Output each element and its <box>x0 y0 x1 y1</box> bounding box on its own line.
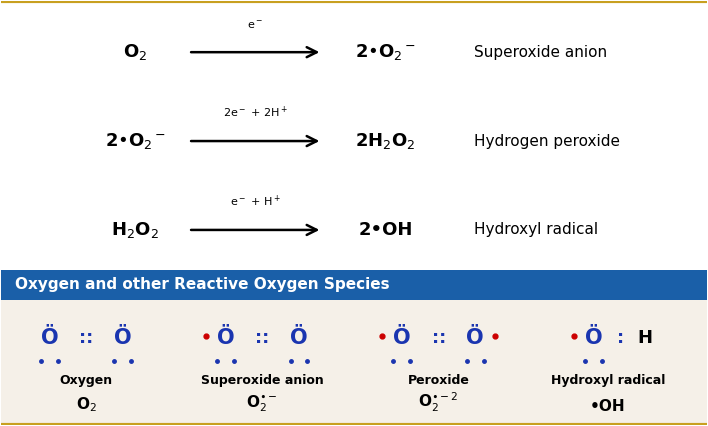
Text: Ö: Ö <box>585 328 603 348</box>
Text: Superoxide anion: Superoxide anion <box>201 374 324 387</box>
Text: ::: :: <box>255 329 270 347</box>
Text: :: : <box>617 329 624 347</box>
Text: 2•O$_2$$^-$: 2•O$_2$$^-$ <box>105 131 166 151</box>
Text: Ö: Ö <box>114 328 132 348</box>
Text: O$_2$: O$_2$ <box>123 42 147 62</box>
Text: Oxygen: Oxygen <box>59 374 113 387</box>
Text: Oxygen and other Reactive Oxygen Species: Oxygen and other Reactive Oxygen Species <box>16 277 390 292</box>
Text: H: H <box>637 329 652 347</box>
Text: Peroxide: Peroxide <box>408 374 469 387</box>
Bar <box>1 270 707 300</box>
Text: e$^-$ + H$^+$: e$^-$ + H$^+$ <box>230 193 280 209</box>
Text: ::: :: <box>431 329 446 347</box>
Text: O$_2$: O$_2$ <box>76 395 96 414</box>
Text: O$_2^{\bullet -2}$: O$_2^{\bullet -2}$ <box>418 391 459 414</box>
Text: 2•OH: 2•OH <box>358 221 413 239</box>
Text: 2e$^-$ + 2H$^+$: 2e$^-$ + 2H$^+$ <box>223 105 287 120</box>
Text: Hydroxyl radical: Hydroxyl radical <box>551 374 665 387</box>
Text: •OH: •OH <box>590 399 626 414</box>
Text: Ö: Ö <box>393 328 411 348</box>
Text: O$_2^{\bullet -}$: O$_2^{\bullet -}$ <box>246 394 278 414</box>
Text: 2•O$_2$$^-$: 2•O$_2$$^-$ <box>355 42 416 62</box>
Text: 2H$_2$O$_2$: 2H$_2$O$_2$ <box>355 131 416 151</box>
Text: Ö: Ö <box>290 328 308 348</box>
Bar <box>1 300 707 425</box>
Text: ::: :: <box>79 329 93 347</box>
Text: Hydrogen peroxide: Hydrogen peroxide <box>474 134 620 149</box>
Text: H$_2$O$_2$: H$_2$O$_2$ <box>111 220 159 240</box>
Text: Ö: Ö <box>217 328 234 348</box>
Text: e$^-$: e$^-$ <box>247 20 263 31</box>
Text: Superoxide anion: Superoxide anion <box>474 45 607 60</box>
Text: Hydroxyl radical: Hydroxyl radical <box>474 222 598 237</box>
Text: Ö: Ö <box>467 328 484 348</box>
Text: Ö: Ö <box>40 328 58 348</box>
